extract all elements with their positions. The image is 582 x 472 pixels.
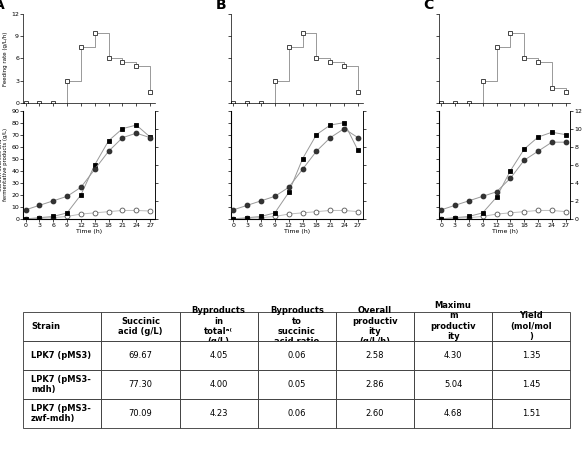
X-axis label: Time (h): Time (h) [76,229,102,235]
X-axis label: Time (h): Time (h) [492,229,517,235]
Text: C: C [423,0,434,12]
Y-axis label: Carbon sources and
fermentative products (g/L): Carbon sources and fermentative products… [0,128,9,201]
Text: B: B [215,0,226,12]
X-axis label: Time (h): Time (h) [284,229,310,235]
Y-axis label: Feeding rate (g/L/h): Feeding rate (g/L/h) [3,31,9,85]
Text: A: A [0,0,5,12]
